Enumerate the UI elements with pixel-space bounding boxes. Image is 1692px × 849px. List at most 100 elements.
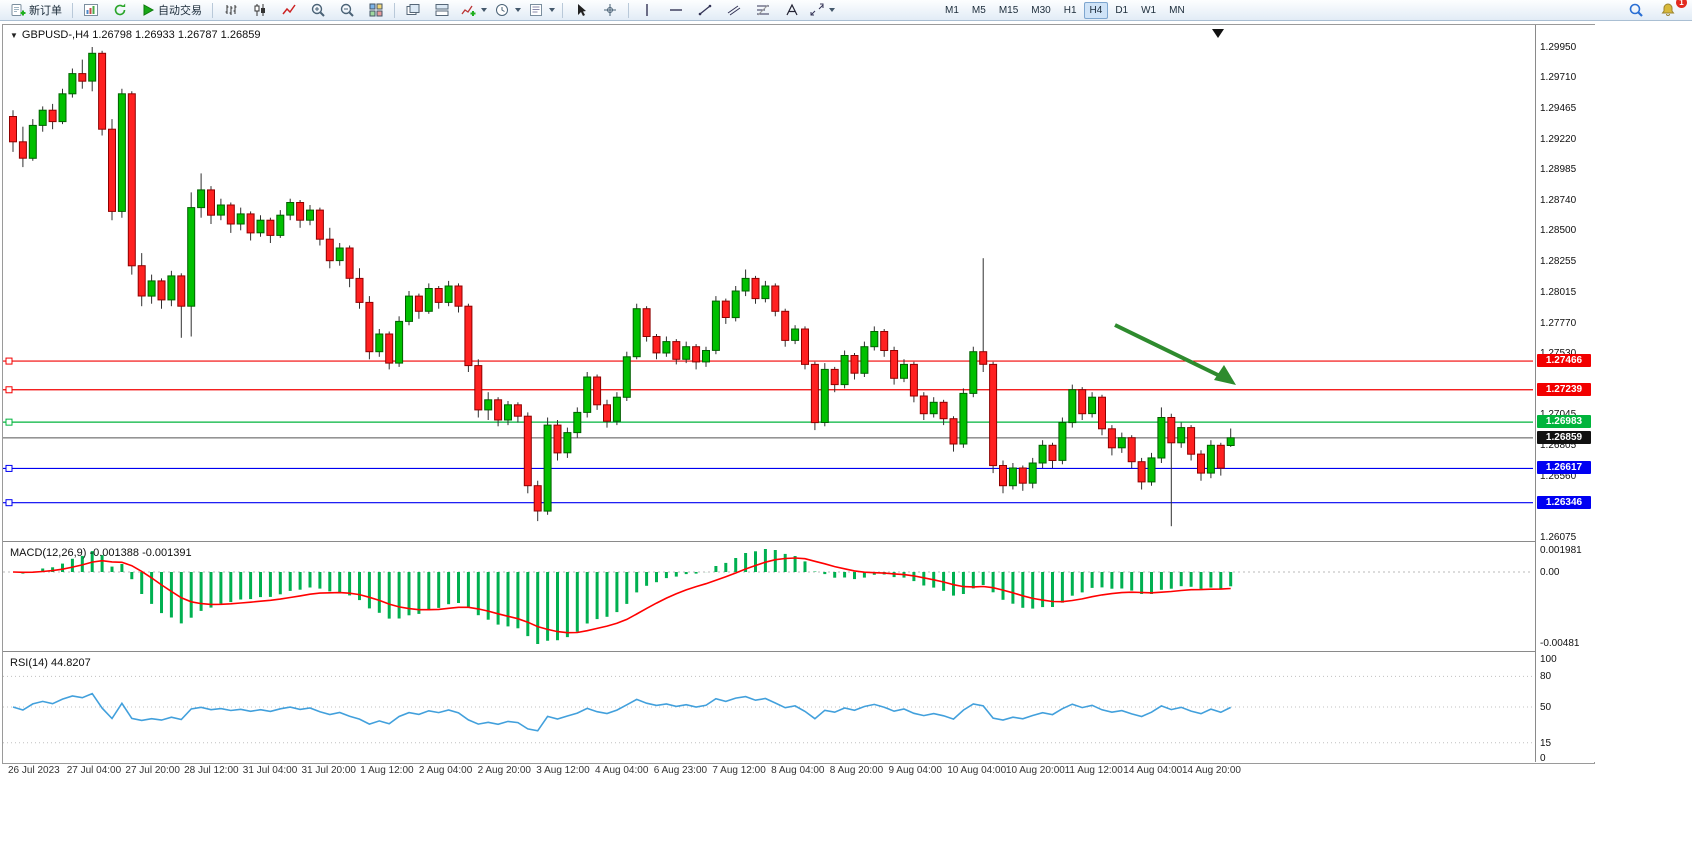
- candle: [702, 350, 710, 363]
- candle: [1117, 437, 1126, 449]
- tf-button-m15[interactable]: M15: [998, 4, 1019, 16]
- trendline-tool-button[interactable]: [691, 0, 719, 20]
- tf-button-h4[interactable]: H4: [1083, 1, 1109, 19]
- level-anchor[interactable]: [5, 418, 13, 426]
- trend-arrow-annotation[interactable]: [1114, 323, 1236, 385]
- tf-button-m5[interactable]: M5: [971, 4, 986, 16]
- crosshair-button[interactable]: [596, 0, 624, 20]
- macd-panel[interactable]: [3, 542, 1533, 651]
- candle: [395, 320, 404, 364]
- candle: [642, 308, 651, 338]
- candle: [1197, 453, 1205, 474]
- time-axis-label: 8 Aug 04:00: [771, 765, 825, 776]
- candle: [345, 247, 354, 279]
- search-button[interactable]: [1622, 0, 1650, 20]
- candle: [791, 328, 800, 341]
- panel-separator[interactable]: [3, 651, 1594, 652]
- level-anchor[interactable]: [5, 464, 13, 472]
- channel-tool-button[interactable]: [720, 0, 748, 20]
- candle: [177, 275, 186, 307]
- candle: [900, 363, 908, 379]
- price-axis-tick: 1.28255: [1540, 256, 1577, 268]
- new-order-button[interactable]: 新订单: [4, 0, 68, 20]
- price-badge: 1.27466: [1537, 354, 1591, 368]
- candle: [306, 209, 314, 221]
- one-click-trading-toggle[interactable]: ▼: [10, 30, 18, 40]
- candle: [424, 288, 433, 312]
- arrows-tool-button[interactable]: [807, 0, 838, 20]
- autotrading-button[interactable]: 自动交易: [135, 0, 208, 20]
- candle: [939, 401, 948, 420]
- indicators-button[interactable]: [457, 0, 490, 20]
- candle: [1008, 467, 1017, 487]
- symbol-ohlc-label: GBPUSD-,H4 1.26798 1.26933 1.26787 1.268…: [21, 29, 261, 41]
- candle: [692, 346, 701, 363]
- level-anchor[interactable]: [5, 499, 13, 507]
- candle: [28, 124, 37, 159]
- time-axis[interactable]: 26 Jul 2023 27 Jul 04:00 27 Jul 20:00 28 Ju…: [2, 764, 1593, 782]
- horizontal-line-tool-button[interactable]: [662, 0, 690, 20]
- panel-separator[interactable]: [3, 541, 1594, 542]
- candle: [48, 109, 57, 123]
- timeframe-toolbar: M1 M5 M15 M30 H1 H4 D1 W1 MN: [939, 1, 1191, 19]
- tf-button-d1[interactable]: D1: [1115, 4, 1129, 16]
- zoom-out-icon: [340, 3, 354, 17]
- chart-shift-marker[interactable]: [1212, 29, 1224, 38]
- bar-chart-button[interactable]: [217, 0, 245, 20]
- candle: [464, 305, 473, 367]
- candle: [721, 300, 730, 319]
- time-axis-label: 26 Jul 2023: [8, 765, 60, 776]
- toolbar-separator: [562, 2, 563, 18]
- zoom-in-button[interactable]: [304, 0, 332, 20]
- time-axis-label: 31 Jul 04:00: [242, 765, 298, 776]
- candle: [474, 365, 483, 411]
- candle: [405, 295, 413, 322]
- tile-horizontal-button[interactable]: [428, 0, 456, 20]
- time-axis-label: 1 Aug 12:00: [360, 765, 414, 776]
- candle: [880, 331, 889, 351]
- templates-button[interactable]: [525, 0, 558, 20]
- rsi-axis-tick: 15: [1540, 737, 1552, 749]
- cursor-button[interactable]: [567, 0, 595, 20]
- zoom-out-button[interactable]: [333, 0, 361, 20]
- level-anchor[interactable]: [5, 357, 13, 365]
- candles-layer: [9, 47, 1235, 527]
- tf-button-m1[interactable]: M1: [945, 4, 959, 16]
- dropdown-caret-icon: [829, 8, 835, 12]
- candle: [226, 204, 235, 225]
- tf-button-h1[interactable]: H1: [1063, 4, 1077, 16]
- candlestick-chart-button[interactable]: [246, 0, 274, 20]
- cascade-windows-button[interactable]: [399, 0, 427, 20]
- time-axis-label: 27 Jul 04:00: [66, 765, 122, 776]
- candle: [969, 351, 978, 394]
- time-axis-label: 2 Aug 20:00: [477, 765, 531, 776]
- rsi-axis-tick: 100: [1540, 654, 1557, 665]
- candle: [167, 275, 176, 301]
- refresh-icon: [114, 3, 126, 16]
- tf-button-m30[interactable]: M30: [1031, 4, 1051, 16]
- periods-button[interactable]: [491, 0, 524, 20]
- time-axis-label: 10 Aug 20:00: [1005, 765, 1065, 776]
- refresh-button[interactable]: [106, 0, 134, 20]
- tile-windows-button[interactable]: [362, 0, 390, 20]
- candle: [207, 189, 215, 216]
- fibonacci-tool-button[interactable]: [749, 0, 777, 20]
- candle: [385, 333, 394, 364]
- line-chart-button[interactable]: [275, 0, 303, 20]
- price-chart-panel[interactable]: [3, 25, 1533, 541]
- candle: [820, 368, 829, 423]
- candle: [662, 341, 671, 354]
- charts-button[interactable]: [77, 0, 105, 20]
- tf-button-mn[interactable]: MN: [1169, 4, 1185, 16]
- text-tool-button[interactable]: [778, 0, 806, 20]
- price-axis[interactable]: 1.29950 1.29710 1.29465 1.29220 1.28985 1.287…: [1535, 25, 1595, 764]
- tf-button-w1[interactable]: W1: [1141, 4, 1157, 16]
- level-anchor[interactable]: [5, 386, 13, 394]
- notifications-button[interactable]: 1: [1654, 0, 1687, 20]
- vertical-line-tool-button[interactable]: [633, 0, 661, 20]
- price-axis-tick: 1.27530: [1540, 348, 1576, 359]
- candle: [583, 376, 592, 413]
- macd-signal-line: [12, 557, 1231, 634]
- channel-icon: [727, 5, 741, 16]
- rsi-panel[interactable]: [3, 652, 1533, 762]
